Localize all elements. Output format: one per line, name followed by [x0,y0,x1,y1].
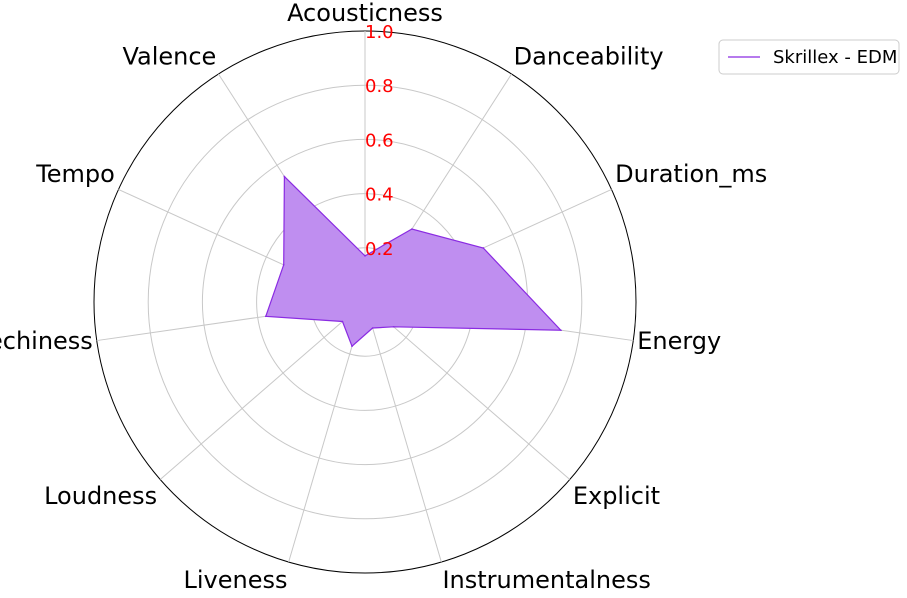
axis-label-energy: Energy [637,327,721,355]
legend-frame [718,39,900,75]
spoke-explicit [364,301,571,480]
axis-label-speechiness: Speechiness [0,327,93,355]
data-point-instrumentalness [371,327,374,329]
tick-label-1-0: 1.0 [365,22,394,43]
axis-labels: Acousticness Danceability Duration_ms Energ… [0,0,767,594]
legend: Skrillex - EDM [718,39,900,75]
spoke-loudness [159,301,366,480]
data-point-energy [560,329,562,331]
axis-label-loudness: Loudness [44,482,157,510]
spoke-instrumentalness [364,301,442,563]
axis-label-instrumentalness: Instrumentalness [442,566,650,594]
axis-label-tempo: Tempo [35,160,115,188]
radial-tick-labels: 0.2 0.4 0.6 0.8 1.0 [365,22,394,260]
data-point-danceability [411,228,413,230]
tick-label-0-6: 0.6 [365,130,394,151]
data-point-speechiness [264,315,267,318]
tick-label-0-8: 0.8 [365,76,394,97]
data-point-acousticness [364,255,366,257]
data-point-tempo [282,264,285,266]
axis-label-explicit: Explicit [573,482,660,510]
tick-label-0-4: 0.4 [365,185,394,206]
series-layer [264,175,563,348]
data-point-explicit [392,326,395,328]
axis-label-duration-ms: Duration_ms [615,160,767,188]
data-point-liveness [351,345,353,348]
data-point-valence [283,175,286,178]
legend-label-skrillex-edm: Skrillex - EDM [773,47,897,68]
data-point-loudness [341,320,344,323]
data-point-duration-ms [482,247,485,249]
axis-label-valence: Valence [122,43,216,71]
axis-label-acousticness: Acousticness [287,0,443,27]
series-area-skrillex-edm [264,175,563,348]
axis-label-danceability: Danceability [514,43,664,71]
tick-label-0-2: 0.2 [365,239,394,260]
axis-label-liveness: Liveness [184,566,288,594]
